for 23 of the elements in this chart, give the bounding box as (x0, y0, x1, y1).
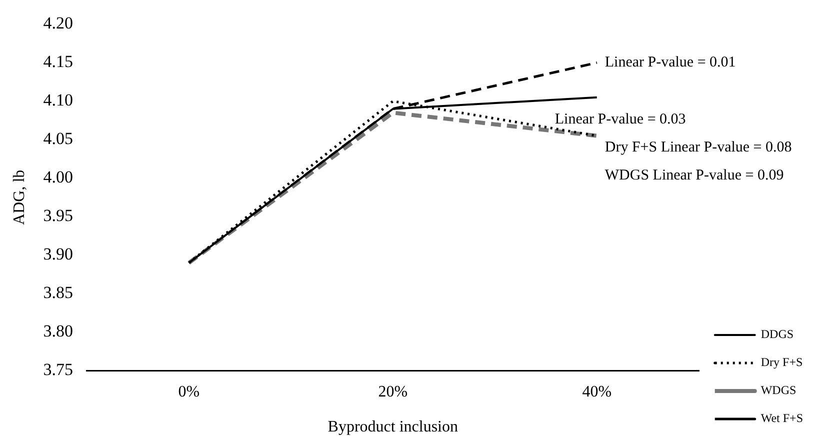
y-tick-label: 4.20 (43, 14, 73, 33)
legend-label: WDGS (760, 383, 796, 398)
y-tick-label: 4.00 (43, 168, 73, 187)
y-axis-title: ADG, lb (10, 170, 28, 225)
y-tick-label: 4.10 (43, 90, 73, 110)
y-tick-label: 3.90 (43, 244, 73, 264)
annotation: Linear P-value = 0.03 (554, 111, 686, 128)
annotation: WDGS Linear P-value = 0.09 (604, 167, 784, 184)
annotation: Dry F+S Linear P-value = 0.08 (604, 139, 792, 156)
y-tick-label: 3.95 (43, 206, 73, 226)
y-tick-label: 3.75 (43, 360, 73, 380)
annotation: Linear P-value = 0.01 (604, 54, 736, 71)
legend-label: Dry F+S (760, 355, 803, 370)
legend-label: Wet F+S (760, 411, 803, 426)
legend-label: DDGS (760, 327, 794, 342)
y-tick-label: 4.15 (43, 52, 73, 72)
y-tick-label: 3.80 (43, 322, 73, 341)
x-tick-label: 20% (378, 383, 408, 400)
x-tick-label: 40% (582, 383, 612, 400)
y-tick-label: 4.05 (43, 129, 73, 148)
x-tick-label: 0% (178, 383, 200, 400)
y-tick-label: 3.85 (43, 283, 73, 302)
x-axis-title: Byproduct inclusion (328, 418, 458, 436)
